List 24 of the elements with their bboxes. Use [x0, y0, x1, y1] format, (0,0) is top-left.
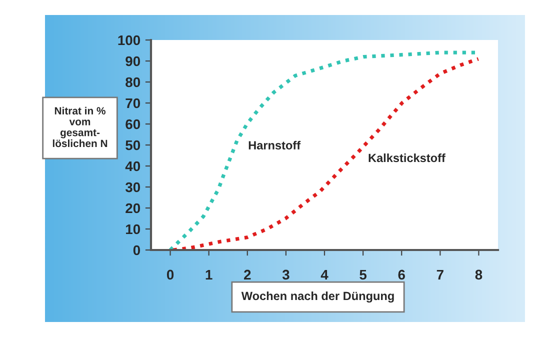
y-tick-label: 50 [126, 140, 140, 150]
x-tick-label: 1 [206, 270, 212, 280]
x-tick-label: 5 [360, 270, 367, 280]
y-tick-label: 0 [133, 245, 140, 256]
y-tick-label: 100 [118, 35, 140, 46]
y-tick-label: 20 [126, 203, 140, 214]
y-axis-title: Nitrat in % vom gesamt- löslichen N [52, 106, 108, 148]
x-tick-label: 6 [398, 270, 405, 280]
x-axis-title: Wochen nach der Düngung [241, 291, 394, 303]
x-tick-label: 4 [320, 270, 328, 280]
y-tick-label: 10 [126, 224, 140, 234]
y-tick-label: 30 [125, 182, 140, 192]
y-tick-label: 80 [126, 77, 140, 88]
series-label: Kalkstickstoff [368, 153, 446, 162]
y-tick-label: 70 [126, 98, 140, 108]
y-tick-label: 90 [126, 56, 140, 66]
x-tick-label: 8 [475, 270, 482, 280]
series-label: Harnstoff [248, 140, 301, 150]
x-tick-label: 7 [436, 270, 444, 280]
x-tick-label: 2 [244, 270, 251, 280]
x-tick-label: 3 [282, 270, 290, 280]
y-tick-label: 60 [126, 119, 140, 130]
y-tick-label: 40 [125, 161, 140, 172]
x-tick-label: 0 [166, 270, 174, 280]
